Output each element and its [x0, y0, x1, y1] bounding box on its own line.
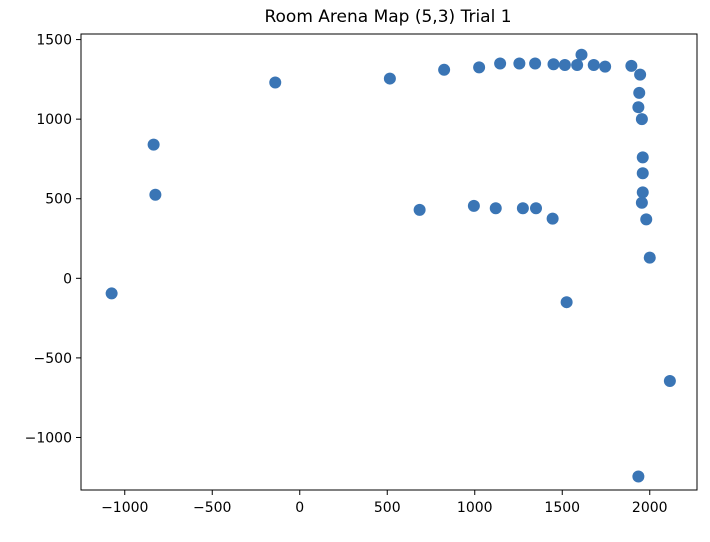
data-point: [489, 202, 502, 215]
data-point: [632, 101, 645, 114]
plot-frame: [80, 33, 698, 491]
x-tick-label: 500: [374, 500, 401, 516]
data-point: [599, 60, 612, 73]
chart-title: Room Arena Map (5,3) Trial 1: [264, 7, 511, 27]
data-point: [473, 61, 486, 74]
data-point: [269, 76, 282, 89]
data-point: [494, 57, 507, 70]
data-point: [105, 287, 118, 300]
x-tick-label: 2000: [632, 500, 668, 516]
data-point: [560, 296, 573, 309]
y-tick-label: −500: [34, 351, 72, 367]
data-point: [529, 57, 542, 70]
x-tick-label: 0: [295, 500, 304, 516]
data-point: [587, 59, 600, 72]
y-axis: −1000 −500 0 500 1000 1500: [25, 33, 81, 446]
data-point: [632, 470, 645, 483]
data-point: [530, 202, 542, 215]
y-tick-label: 1500: [36, 33, 72, 49]
data-point: [634, 68, 647, 81]
data-point: [546, 212, 559, 225]
data-points: [105, 48, 676, 483]
data-point: [663, 374, 676, 387]
data-point: [635, 196, 648, 209]
data-point: [575, 48, 588, 61]
data-point: [625, 59, 638, 72]
data-point: [149, 188, 162, 201]
data-point: [571, 59, 584, 72]
y-tick-label: 1000: [36, 112, 72, 128]
data-point: [643, 251, 656, 264]
data-point: [558, 59, 571, 72]
data-point: [636, 151, 649, 164]
data-point: [636, 186, 649, 199]
data-point: [413, 203, 426, 216]
y-tick-label: 500: [45, 192, 72, 208]
data-point: [633, 86, 646, 99]
x-tick-label: 1500: [544, 500, 580, 516]
data-point: [383, 72, 396, 85]
x-tick-label: −500: [193, 500, 231, 516]
data-point: [438, 63, 451, 76]
x-tick-label: 1000: [457, 500, 493, 516]
data-point: [147, 138, 160, 151]
data-point: [516, 202, 529, 215]
x-axis: −1000 −500 0 500 1000 1500 2000: [101, 490, 668, 516]
y-tick-label: −1000: [25, 430, 72, 446]
data-point: [513, 57, 526, 70]
data-point: [547, 58, 560, 71]
data-point: [640, 213, 653, 226]
x-tick-label: −1000: [101, 500, 148, 516]
data-point: [467, 199, 480, 212]
data-point: [636, 167, 649, 180]
data-point: [635, 113, 648, 126]
y-tick-label: 0: [63, 271, 72, 287]
